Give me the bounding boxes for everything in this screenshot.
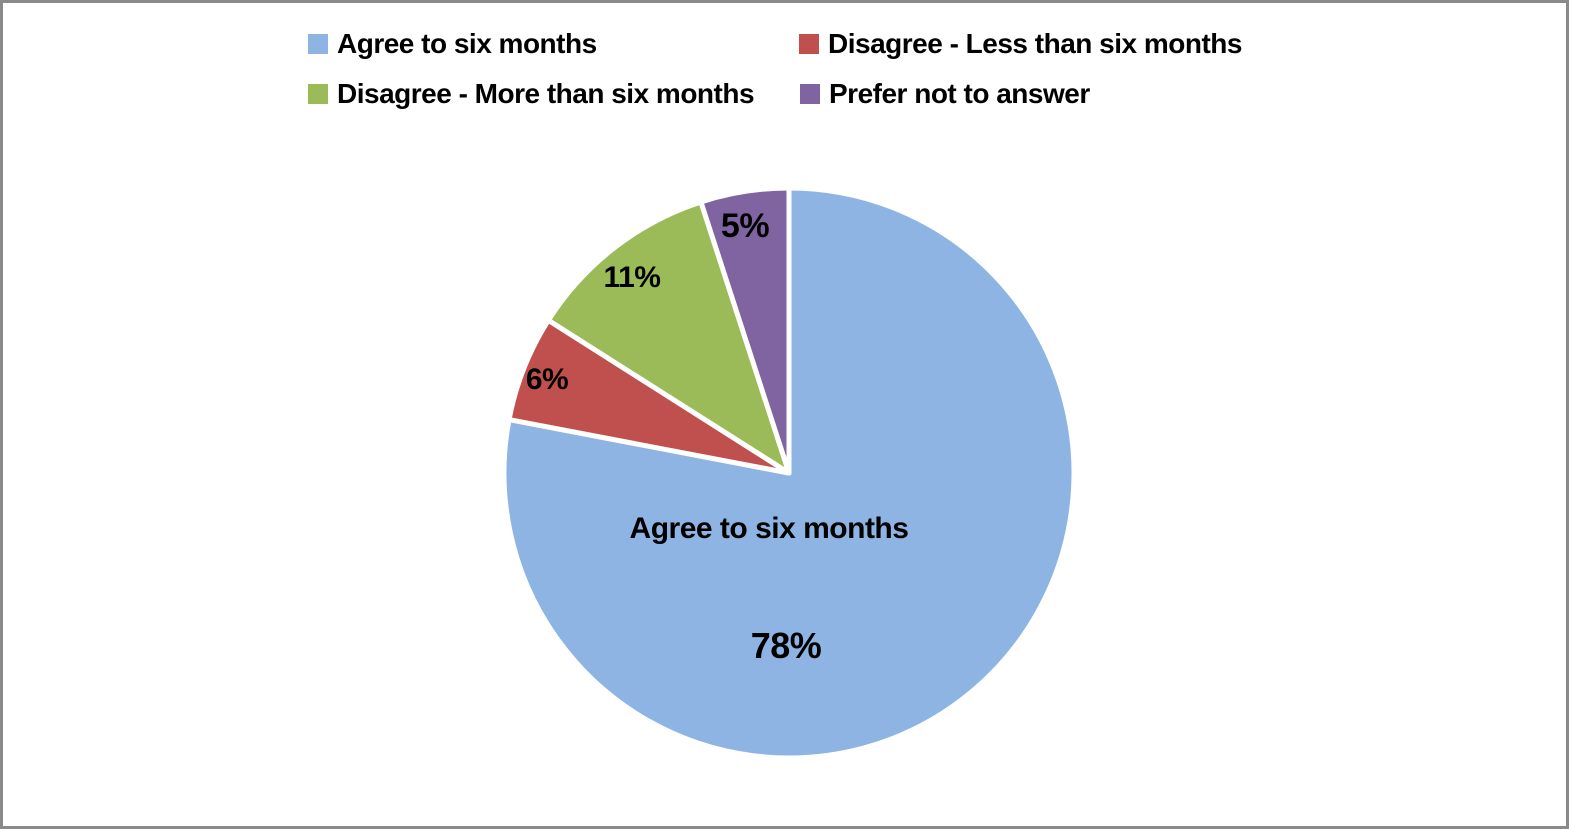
legend-swatch-disagree-more (308, 84, 328, 104)
legend-item-prefer-not: Prefer not to answer (800, 78, 1090, 109)
slice-label-agree-value: 78% (750, 625, 822, 666)
slice-label-prefer-not-value: 5% (720, 207, 770, 245)
slice-label-disagree-more-value: 11% (603, 261, 661, 294)
legend-item-agree: Agree to six months (308, 28, 597, 59)
pie-slice-2 (545, 199, 792, 476)
slice-label-disagree-less-value: 6% (525, 363, 569, 396)
legend-label-disagree-more: Disagree - More than six months (337, 78, 755, 109)
legend-label-agree: Agree to six months (337, 28, 597, 59)
pie-chart (501, 185, 1077, 761)
legend-swatch-disagree-less (799, 34, 819, 54)
pie-slice-3 (698, 185, 792, 476)
legend-item-disagree-more: Disagree - More than six months (308, 78, 755, 109)
legend-swatch-prefer-not (800, 84, 820, 104)
legend-label-disagree-less: Disagree - Less than six months (828, 28, 1242, 59)
legend-swatch-agree (308, 34, 328, 54)
legend-label-prefer-not: Prefer not to answer (829, 78, 1090, 109)
legend-item-disagree-less: Disagree - Less than six months (799, 28, 1242, 59)
slice-label-agree-category: Agree to six months (629, 512, 909, 545)
